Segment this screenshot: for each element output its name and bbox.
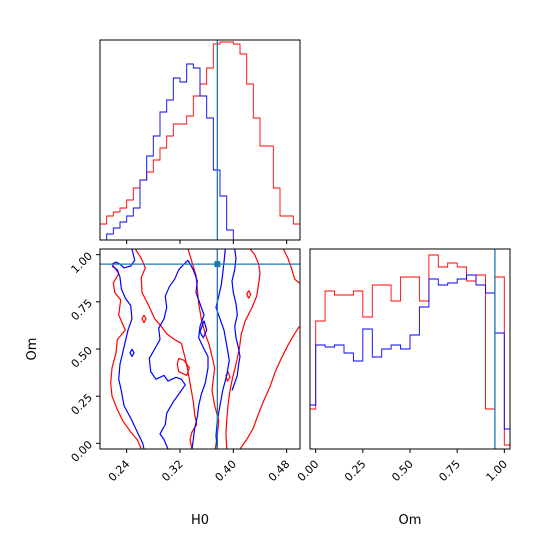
contour-ytick-label: 0.25	[69, 391, 96, 418]
contour-xtick-label: 0.48	[266, 458, 293, 485]
om-hist-xtick-label: 0.25	[342, 458, 369, 485]
om-hist-xtick-label: 0.50	[389, 458, 416, 485]
contour-red-line	[176, 357, 190, 376]
x-axis-label-h0: H0	[191, 513, 209, 528]
contour-frame	[99, 248, 301, 450]
contour-red-line	[110, 263, 142, 449]
contour-xtick-label: 0.32	[159, 458, 186, 485]
contour-blue-line	[111, 249, 136, 269]
om-hist-xtick-label: 0.00	[295, 458, 322, 485]
contour-red-line	[141, 314, 147, 324]
x-axis-label-om: Om	[399, 513, 422, 528]
h0-histogram-panel	[99, 39, 301, 244]
om-hist-xtick-label: 1.00	[484, 458, 511, 485]
h0-hist-red-series	[99, 41, 301, 240]
om-hist-xtick-label: 0.75	[436, 458, 463, 485]
contour-plot-area	[100, 249, 300, 449]
om-hist-blue-series	[309, 274, 511, 449]
contour-ytick-label: 0.50	[69, 344, 96, 371]
h0-hist-frame	[99, 39, 301, 241]
contour-ytick-label: 0.00	[69, 438, 96, 465]
contour-blue-line	[148, 259, 189, 449]
contour-ytick-label: 1.00	[69, 250, 96, 277]
contour-blue-line	[231, 249, 241, 391]
contour-xtick-label: 0.40	[213, 458, 240, 485]
contour-red-line	[246, 290, 252, 299]
h0-om-contour-panel: 0.24 0.32 0.40 0.48 0.00 0.25 0.50 0.75 1.00 H0 Om	[25, 248, 301, 528]
contour-red-line	[225, 249, 261, 449]
h0-hist-blue-series	[100, 63, 300, 241]
om-hist-red-series	[309, 254, 511, 449]
contour-blue-line	[199, 320, 208, 339]
contour-blue-line	[215, 249, 230, 449]
y-axis-label-om: Om	[25, 338, 40, 361]
contour-blue-line	[111, 265, 145, 449]
contour-red-line	[239, 326, 300, 449]
contour-red-line	[282, 249, 300, 284]
contour-ytick-label: 0.75	[69, 297, 96, 324]
truth-marker	[214, 261, 221, 268]
contour-xtick-label: 0.24	[106, 458, 133, 485]
contour-blue-line	[187, 260, 209, 449]
om-histogram-panel: 0.00 0.25 0.50 0.75 1.00 Om	[295, 248, 511, 528]
contour-blue-line	[129, 348, 135, 358]
